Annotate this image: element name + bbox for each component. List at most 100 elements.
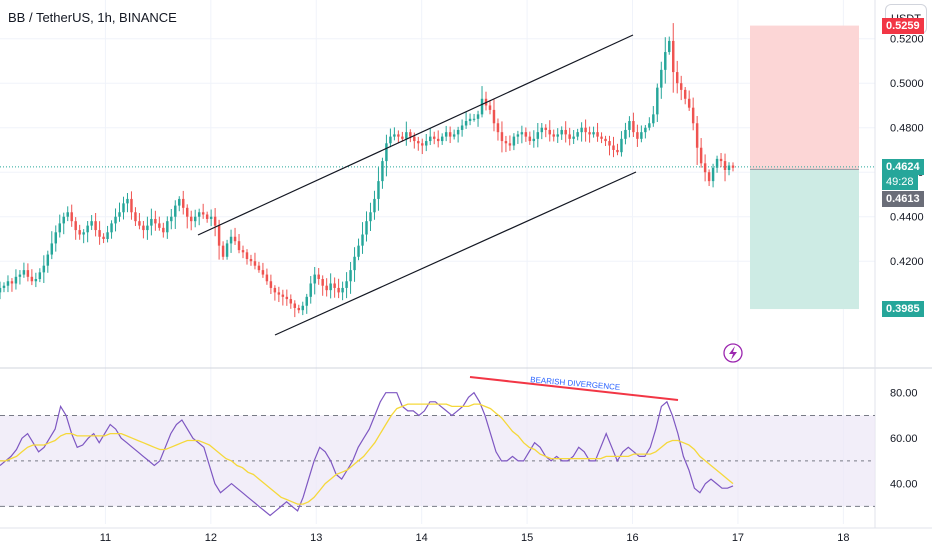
candle-body [269,281,273,288]
candle-body [516,134,520,137]
candle-body [0,287,2,293]
candle-body [209,216,213,219]
candle-body [676,72,679,84]
candle-body [648,123,651,128]
price-tick-label: 0.5000 [890,78,924,90]
candle-body [325,285,328,291]
candle-body [345,281,348,288]
candle-body [604,138,607,142]
candle-body [596,132,599,137]
candle-body [217,225,221,246]
candle-body [695,123,699,148]
candle-body [624,129,627,139]
candle-body [668,40,671,53]
candle-body [321,279,324,286]
stop-loss-zone [750,25,859,170]
bar-countdown-tag: 49:28 [882,173,918,190]
candle-body [122,203,125,213]
time-axis[interactable]: 11 12 13 14 15 16 17 18 [100,532,850,544]
candle-body [42,265,46,273]
candle-body [297,307,301,311]
candle-body [305,296,308,306]
candle-body [672,40,675,73]
candle-body [158,223,161,228]
candle-body [221,245,225,257]
candle-body [584,127,587,133]
candle-body [683,89,687,99]
candle-body [213,216,217,226]
candle-body [361,234,364,246]
candle-body [241,250,245,253]
candle-body [86,225,89,233]
candle-body [265,274,269,282]
candle-body [723,161,727,170]
lightning-icon[interactable] [723,343,743,363]
channel-lower-line [274,171,637,336]
bearish-divergence-line [469,376,679,401]
candle-body [568,134,571,139]
time-tick-label: 16 [626,532,638,544]
candle-body [82,232,85,235]
candle-body [504,141,508,144]
candle-body [170,216,173,222]
time-tick-label: 17 [732,532,744,544]
candle-body [58,223,61,233]
candle-body [186,207,189,217]
candle-body [488,105,492,110]
candle-body [715,158,719,168]
candle-body [496,123,500,133]
candle-body [313,274,316,284]
candle-body [512,136,516,146]
candle-body [62,216,65,224]
lightning-icon-glyph [729,346,737,360]
candle-body [552,134,555,137]
candle-body [699,147,703,164]
candle-body [285,296,289,300]
candle-body [628,121,631,130]
candle-body [616,149,619,153]
candle-body [385,143,388,162]
candle-body [26,270,30,277]
candle-body [560,129,563,135]
candle-body [357,245,360,257]
candle-body [54,232,58,244]
candle-body [18,274,22,277]
candle-body [189,216,193,222]
candle-body [14,276,18,284]
candle-body [703,163,707,173]
symbol-title[interactable]: BB / TetherUS, 1h, BINANCE [8,10,177,25]
candle-body [540,127,544,133]
candle-body [349,270,352,282]
candle-series [0,23,735,318]
candle-body [652,114,655,124]
candle-body [472,118,476,120]
candle-body [309,283,312,297]
candle-body [492,109,496,124]
candle-body [687,98,691,108]
candle-body [225,243,229,257]
candle-body [572,136,575,139]
candle-body [114,216,117,224]
candle-body [130,198,133,213]
candle-body [508,143,512,146]
trend-channel[interactable] [197,34,637,336]
rsi-moving-average [0,403,734,505]
candle-body [197,212,201,217]
candle-body [456,129,460,135]
candle-body [548,129,551,135]
candle-body [249,259,253,262]
candle-body [253,261,257,266]
candle-body [640,132,643,139]
candle-body [289,299,293,304]
candle-body [261,270,265,275]
candle-body [78,230,81,235]
price-tick-label: 0.4200 [890,256,924,268]
candle-body [98,230,101,237]
candle-body [691,107,695,124]
candle-body [74,221,77,231]
candle-body [413,136,416,142]
candle-body [448,132,452,137]
candle-body [536,132,540,139]
